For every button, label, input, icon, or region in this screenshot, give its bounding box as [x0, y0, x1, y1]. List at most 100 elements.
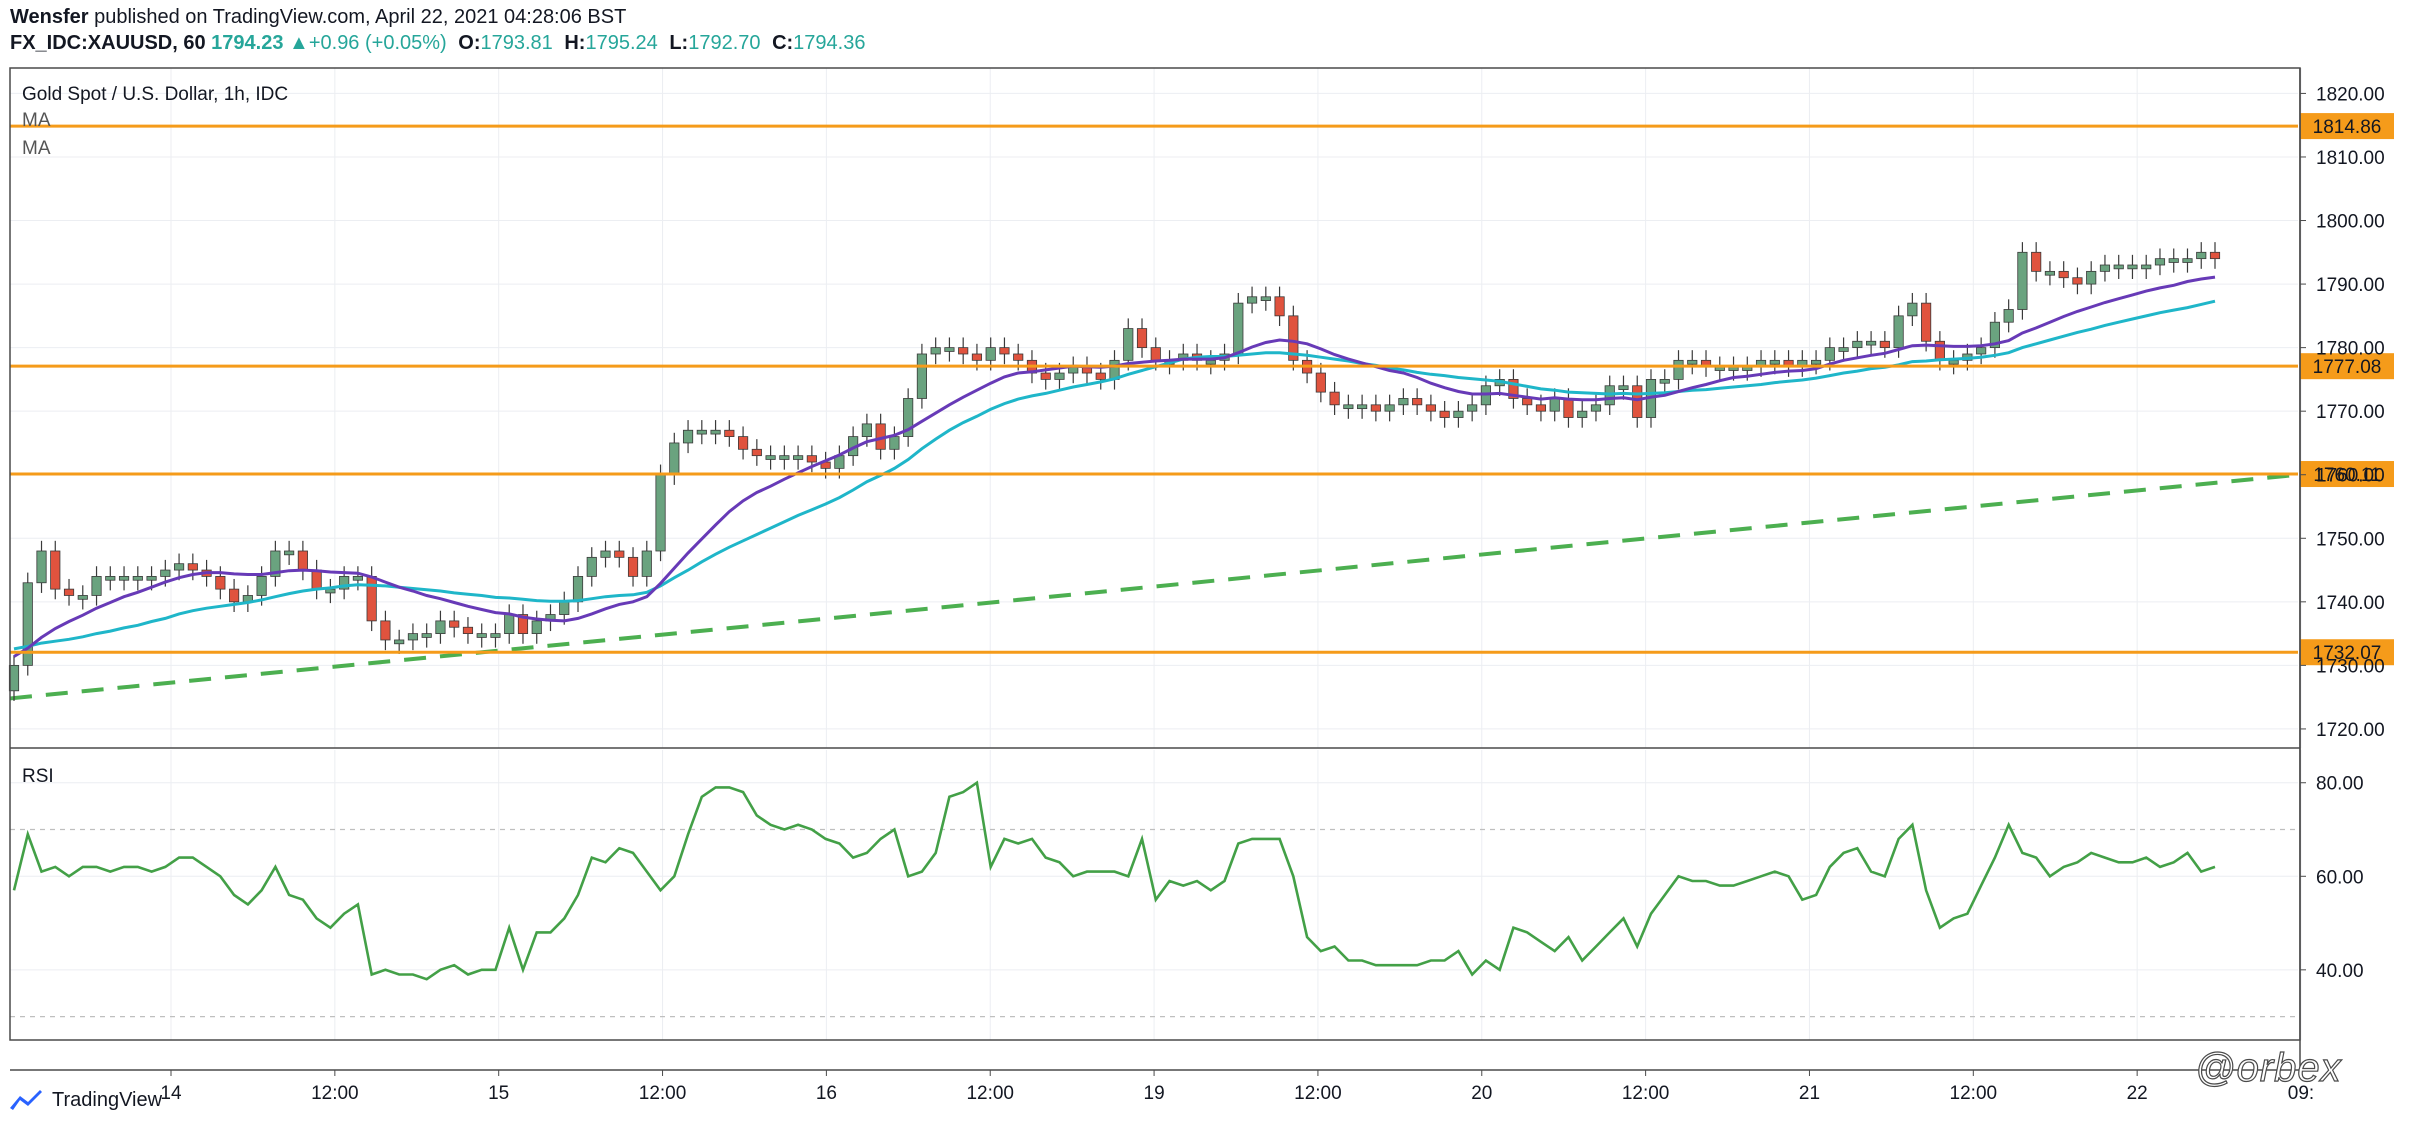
candle-body: [1907, 302, 1918, 317]
time-tick-label: 12:00: [1950, 1083, 1998, 1104]
chart-frame: [9, 67, 2301, 1071]
candle: [738, 426, 749, 460]
candle: [36, 540, 47, 593]
candle-body: [861, 423, 872, 437]
level-price-label: 1732.07: [2313, 643, 2382, 664]
candle-body: [944, 347, 955, 352]
candle: [1136, 318, 1148, 358]
level-price-label: 1777.08: [2313, 357, 2382, 378]
candle-body: [1824, 347, 1835, 361]
candle-body: [765, 455, 776, 460]
candle-body: [1384, 404, 1395, 412]
candle: [490, 623, 501, 648]
author-name[interactable]: Wensfer: [10, 6, 89, 28]
candle-body: [1425, 404, 1436, 412]
candle-body: [187, 563, 198, 571]
candle: [696, 420, 707, 445]
candle: [2086, 261, 2097, 295]
legend-title[interactable]: Gold Spot / U.S. Dollar, 1h, IDC: [22, 84, 288, 105]
legend-ma-2[interactable]: MA: [22, 138, 51, 159]
trendline[interactable]: [9, 472, 2299, 701]
candle: [1866, 331, 1877, 356]
candle: [1921, 292, 1932, 352]
candle-body: [1673, 359, 1684, 380]
candle: [1246, 286, 1258, 314]
candle: [449, 610, 460, 638]
candle-body: [380, 620, 391, 641]
candle: [1659, 369, 1670, 394]
candle: [1260, 286, 1271, 311]
candle-body: [2141, 264, 2152, 270]
tradingview-logo-icon: [10, 1090, 42, 1110]
candle-body: [1136, 328, 1148, 349]
tradingview-brand[interactable]: TradingView: [8, 1084, 162, 1116]
close-label: C:: [772, 32, 794, 54]
candle: [779, 445, 790, 470]
candle: [421, 623, 432, 648]
candle-body: [2099, 264, 2111, 272]
candle-body: [1439, 410, 1450, 418]
candle: [655, 464, 666, 562]
candle: [2196, 242, 2207, 269]
candle: [958, 337, 969, 365]
legend-rsi[interactable]: RSI: [22, 766, 54, 787]
rsi-tick-label: 40.00: [2316, 961, 2364, 982]
candle: [22, 572, 33, 676]
candle-body: [1549, 398, 1560, 412]
candle: [724, 420, 735, 447]
candle: [572, 566, 584, 612]
candle: [2058, 261, 2069, 288]
candle-body: [614, 550, 625, 558]
candle-body: [297, 550, 308, 571]
candle: [1907, 292, 1918, 327]
candle-body: [1453, 410, 1464, 418]
candle: [1563, 388, 1574, 428]
candle: [545, 604, 556, 632]
candle: [2113, 254, 2124, 279]
candle-body: [1260, 296, 1271, 301]
candle: [999, 337, 1010, 365]
candle: [930, 337, 941, 365]
time-tick-label: 12:00: [966, 1083, 1014, 1104]
candle-body: [1246, 296, 1258, 304]
candle: [793, 445, 804, 470]
candle: [325, 578, 336, 604]
candle-body: [1632, 385, 1643, 418]
candle-body: [1921, 302, 1932, 342]
candle-body: [1343, 404, 1354, 410]
brand-name: TradingView: [52, 1088, 163, 1111]
symbol-name[interactable]: FX_IDC:XAUUSD, 60: [10, 32, 206, 54]
trendline-dashed[interactable]: [9, 472, 2299, 701]
candle-body: [971, 353, 983, 361]
candle: [242, 585, 253, 612]
candle: [2072, 267, 2083, 295]
candle: [1934, 331, 1945, 371]
candle-body: [146, 576, 157, 581]
candle-body: [2168, 258, 2179, 263]
legend-ma-1[interactable]: MA: [22, 110, 51, 131]
candle-body: [1659, 379, 1670, 384]
candle-body: [1976, 347, 1987, 355]
price-tick-label: 1800.00: [2316, 212, 2385, 233]
candle: [2099, 254, 2111, 282]
candle-body: [1535, 404, 1547, 412]
candle: [1769, 350, 1780, 375]
candle-body: [2154, 258, 2166, 266]
level-price-tag: [2300, 353, 2394, 380]
candle: [1714, 356, 1725, 381]
candle: [1357, 394, 1368, 419]
candle: [1673, 350, 1684, 390]
price-tick-label: 1730.00: [2316, 656, 2385, 677]
horizontal-levels[interactable]: 1814.86 1777.08 1760.11 1732.07: [10, 113, 2394, 666]
candle: [2017, 242, 2028, 320]
candle: [2168, 248, 2179, 273]
candle-body: [751, 448, 762, 457]
candle: [627, 547, 639, 587]
candle-body: [352, 576, 363, 581]
candle-body: [1040, 372, 1051, 380]
candle-body: [2113, 264, 2124, 270]
candle-body: [105, 576, 116, 581]
candle-body: [779, 455, 790, 460]
candle: [504, 604, 515, 644]
